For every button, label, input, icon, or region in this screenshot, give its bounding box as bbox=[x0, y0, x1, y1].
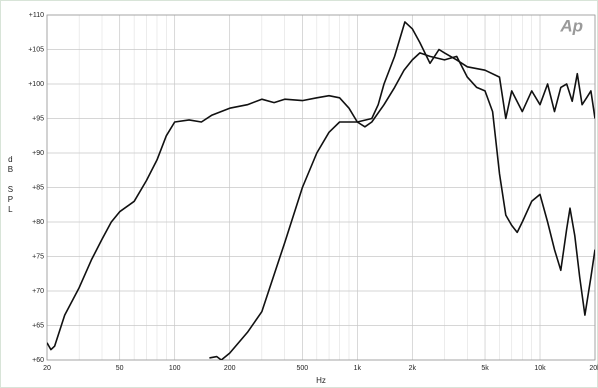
x-axis-label: Hz bbox=[316, 376, 326, 385]
response-curve bbox=[47, 52, 595, 351]
x-tick-label: 200 bbox=[224, 365, 236, 372]
y-tick-label: +110 bbox=[29, 12, 44, 19]
x-tick-label: 1k bbox=[354, 365, 362, 372]
y-tick-label: +60 bbox=[32, 357, 44, 364]
y-tick-label: +80 bbox=[32, 219, 44, 226]
plot-frame bbox=[46, 14, 596, 361]
x-tick-label: 100 bbox=[169, 365, 181, 372]
x-tick-label: 2k bbox=[409, 365, 417, 372]
x-tick-label: 5k bbox=[481, 365, 489, 372]
y-tick-label: +75 bbox=[32, 253, 44, 260]
y-tick-label: +70 bbox=[32, 288, 44, 295]
y-tick-label: +65 bbox=[32, 322, 44, 329]
y-tick-label: +100 bbox=[28, 81, 44, 88]
y-tick-label: +105 bbox=[28, 46, 44, 53]
x-tick-label: 500 bbox=[297, 365, 309, 372]
x-tick-label: 20 bbox=[43, 365, 51, 372]
y-tick-label: +90 bbox=[32, 150, 44, 157]
x-tick-label: 50 bbox=[116, 365, 124, 372]
x-tick-label: 10k bbox=[534, 365, 546, 372]
y-axis-label: dB SPL bbox=[6, 155, 15, 215]
y-tick-label: +95 bbox=[32, 115, 44, 122]
y-tick-label: +85 bbox=[32, 184, 44, 191]
logo: Ap bbox=[559, 16, 583, 35]
x-tick-label: 20k bbox=[589, 365, 598, 372]
response-curve bbox=[209, 21, 595, 360]
